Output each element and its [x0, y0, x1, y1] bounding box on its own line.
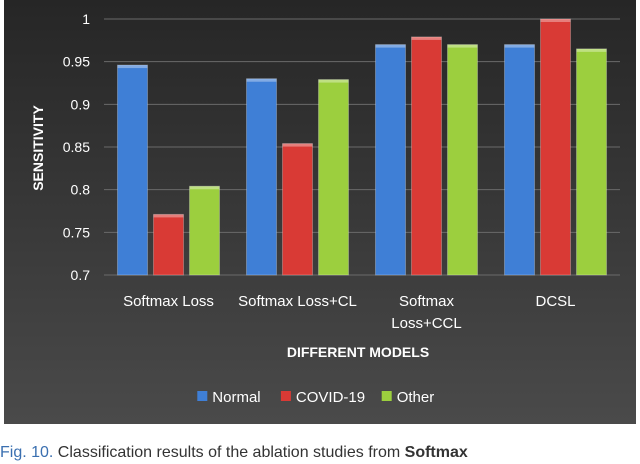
x-category-label: Softmax Loss+CL: [238, 293, 357, 310]
bar-covid-19: [153, 213, 184, 276]
chart-legend: Normal COVID-19 Other: [197, 389, 434, 406]
bar-highlight: [375, 44, 406, 48]
y-tick-label: 0.8: [71, 182, 91, 198]
bar-highlight: [189, 186, 220, 190]
caption-bold-term: Softmax: [404, 444, 468, 461]
bar-other: [318, 79, 349, 276]
bar-highlight: [576, 48, 607, 52]
y-tick-label: 0.7: [71, 267, 91, 283]
bar-normal: [504, 44, 535, 276]
bar-normal: [375, 44, 406, 276]
figure-caption: Fig. 10. Classification results of the a…: [0, 444, 640, 464]
legend-swatch: [381, 391, 392, 401]
y-tick-label: 0.75: [63, 224, 90, 240]
y-tick-label: 0.85: [63, 139, 90, 155]
figure-number: Fig. 10.: [0, 444, 54, 461]
y-tick-label: 0.9: [71, 96, 91, 112]
bar-highlight: [411, 36, 442, 40]
x-category-label: Softmax Loss: [123, 293, 214, 310]
x-category-label: Loss+CCL: [391, 315, 461, 332]
bar-highlight: [447, 44, 478, 48]
bar-covid-19: [411, 36, 442, 276]
legend-swatch: [197, 391, 208, 401]
bar-covid-19: [540, 18, 571, 276]
y-axis-label: SENSITIVITY: [30, 105, 46, 191]
bar-highlight: [246, 78, 277, 82]
bar-covid-19: [282, 143, 313, 276]
sensitivity-bar-chart: 0.7 0.75 0.8 0.85 0.9 0.95 1 Softmax Loss Softm…: [4, 0, 636, 424]
bar-highlight: [540, 19, 571, 22]
x-axis-label: DIFFERENT MODELS: [287, 344, 429, 360]
bar-highlight: [504, 44, 535, 48]
y-tick-label: 1: [82, 11, 90, 27]
bar-normal: [117, 64, 148, 276]
bar-normal: [246, 78, 277, 276]
bar-highlight: [318, 79, 349, 83]
legend-swatch: [280, 391, 291, 401]
legend-label: COVID-19: [296, 389, 365, 406]
caption-text: Classification results of the ablation s…: [53, 444, 405, 461]
bar-highlight: [282, 143, 313, 147]
bar-other: [447, 44, 478, 276]
bar-other: [576, 48, 607, 276]
bar-highlight: [117, 65, 148, 69]
bar-highlight: [153, 214, 184, 218]
x-category-label: Softmax: [399, 293, 455, 310]
legend-label: Other: [397, 389, 435, 406]
legend-label: Normal: [212, 389, 260, 406]
y-tick-label: 0.95: [63, 54, 90, 70]
x-category-label: DCSL: [535, 293, 575, 310]
bar-other: [189, 185, 220, 276]
